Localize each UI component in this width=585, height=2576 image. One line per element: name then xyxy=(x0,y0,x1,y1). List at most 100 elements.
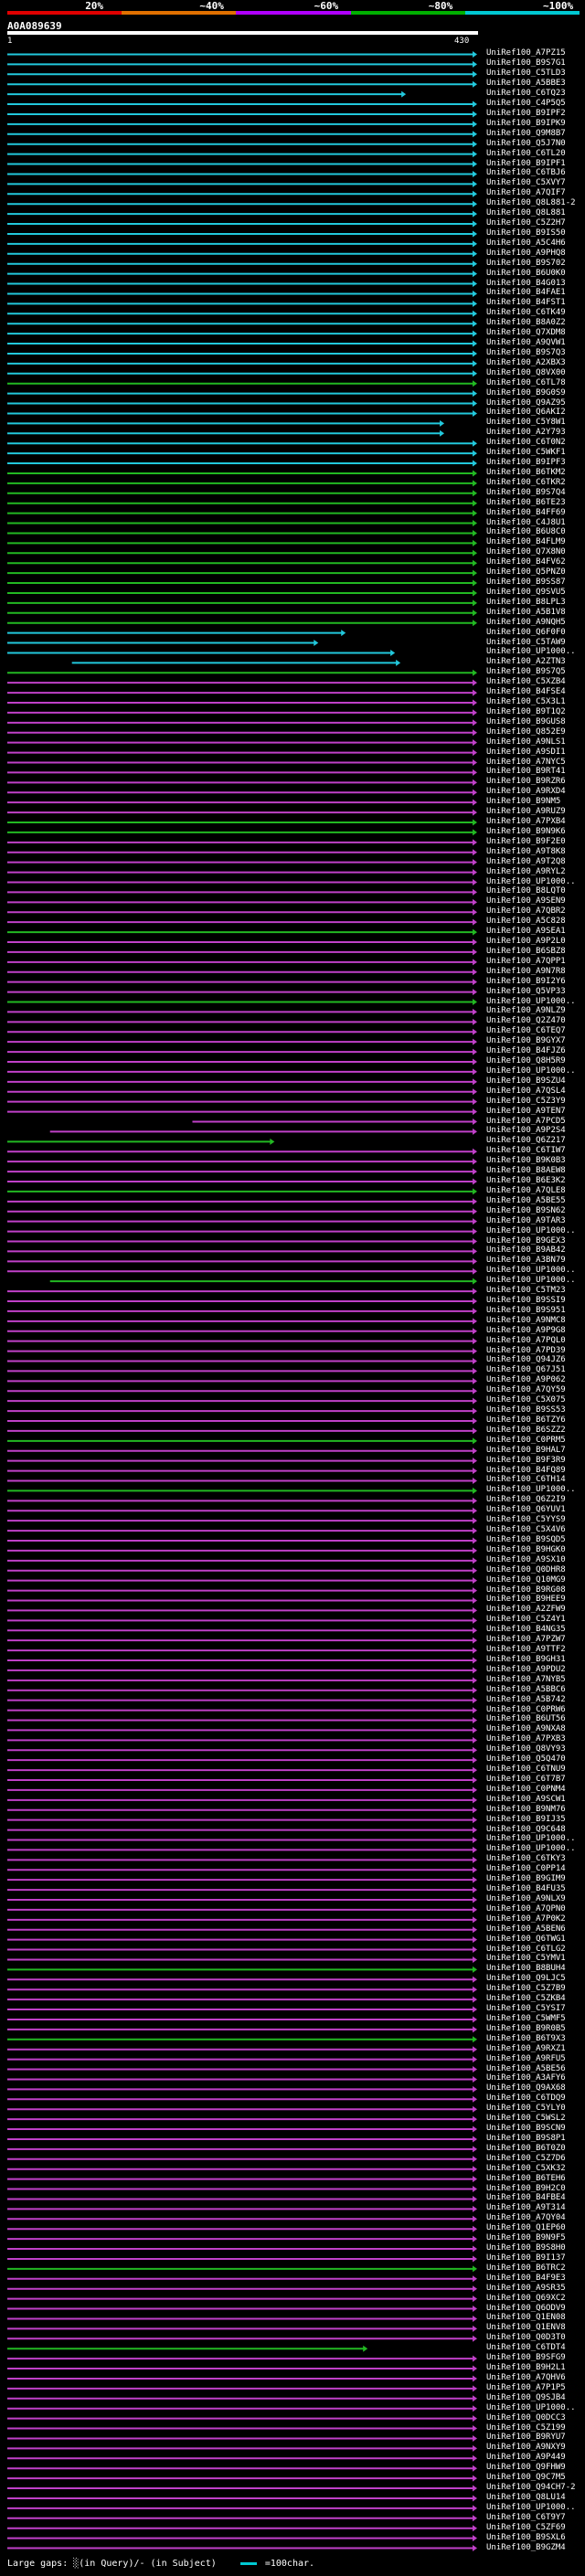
hit-label[interactable]: UniRef100_C5Z199 xyxy=(486,2422,566,2433)
hit-label[interactable]: UniRef100_C5Z4Y1 xyxy=(486,1615,566,1625)
hit-label[interactable]: UniRef100_C6TKY3 xyxy=(486,1854,566,1864)
hit-label[interactable]: UniRef100_Q5PNZ0 xyxy=(486,567,566,578)
hit-label[interactable]: UniRef100_B9GYX7 xyxy=(486,1036,566,1046)
hit-label[interactable]: UniRef100_A9P449 xyxy=(486,2453,566,2463)
hit-label[interactable]: UniRef100_B4FU35 xyxy=(486,1884,566,1894)
hit-label[interactable]: UniRef100_Q6AKI2 xyxy=(486,408,566,418)
hit-label[interactable]: UniRef100_UP1000.. xyxy=(486,876,576,886)
hit-label[interactable]: UniRef100_A9RFU5 xyxy=(486,2053,566,2063)
hit-label[interactable]: UniRef100_C5ZF69 xyxy=(486,2522,566,2532)
hit-label[interactable]: UniRef100_Q1EP60 xyxy=(486,2223,566,2233)
hit-label[interactable]: UniRef100_C0PRW6 xyxy=(486,1704,566,1714)
hit-label[interactable]: UniRef100_A7NYC5 xyxy=(486,757,566,767)
hit-label[interactable]: UniRef100_C6TQ23 xyxy=(486,89,566,99)
hit-label[interactable]: UniRef100_A7QLE8 xyxy=(486,1185,566,1195)
hit-label[interactable]: UniRef100_Q8LU14 xyxy=(486,2492,566,2502)
hit-label[interactable]: UniRef100_B6UT56 xyxy=(486,1714,566,1724)
hit-label[interactable]: UniRef100_C6TH14 xyxy=(486,1475,566,1485)
hit-label[interactable]: UniRef100_B9G0S9 xyxy=(486,387,566,398)
hit-label[interactable]: UniRef100_B6U0K0 xyxy=(486,268,566,278)
hit-label[interactable]: UniRef100_B9GH31 xyxy=(486,1654,566,1664)
hit-label[interactable]: UniRef100_B9SS87 xyxy=(486,578,566,588)
hit-label[interactable]: UniRef100_C6TLG2 xyxy=(486,1944,566,1954)
hit-label[interactable]: UniRef100_A7QPN0 xyxy=(486,1903,566,1913)
hit-label[interactable]: UniRef100_A5C4H6 xyxy=(486,238,566,248)
hit-label[interactable]: UniRef100_C5WKF1 xyxy=(486,448,566,458)
hit-label[interactable]: UniRef100_A9T8K8 xyxy=(486,846,566,856)
hit-label[interactable]: UniRef100_B9NM5 xyxy=(486,797,561,807)
hit-label[interactable]: UniRef100_A7QHV6 xyxy=(486,2372,566,2382)
hit-label[interactable]: UniRef100_C5TAW9 xyxy=(486,637,566,647)
hit-label[interactable]: UniRef100_B4NG35 xyxy=(486,1625,566,1635)
hit-label[interactable]: UniRef100_UP1000.. xyxy=(486,1065,576,1076)
hit-label[interactable]: UniRef100_A9RYL2 xyxy=(486,866,566,876)
hit-label[interactable]: UniRef100_B4G013 xyxy=(486,278,566,288)
hit-label[interactable]: UniRef100_Q9SJB4 xyxy=(486,2392,566,2402)
hit-label[interactable]: UniRef100_B4FSE4 xyxy=(486,687,566,697)
hit-label[interactable]: UniRef100_B9IPF3 xyxy=(486,458,566,468)
hit-label[interactable]: UniRef100_A3BN79 xyxy=(486,1256,566,1266)
hit-label[interactable]: UniRef100_A9SCW1 xyxy=(486,1794,566,1804)
hit-label[interactable]: UniRef100_A7PXB4 xyxy=(486,817,566,827)
hit-label[interactable]: UniRef100_Q9AZ95 xyxy=(486,398,566,408)
hit-label[interactable]: UniRef100_C5YMV1 xyxy=(486,1954,566,1964)
hit-label[interactable]: UniRef100_A7PXB3 xyxy=(486,1734,566,1744)
hit-label[interactable]: UniRef100_B4FV62 xyxy=(486,557,566,567)
hit-label[interactable]: UniRef100_C5Z3Y9 xyxy=(486,1096,566,1106)
hit-label[interactable]: UniRef100_B6SZZ2 xyxy=(486,1425,566,1435)
hit-label[interactable]: UniRef100_B6SBZ8 xyxy=(486,946,566,956)
hit-label[interactable]: UniRef100_UP1000.. xyxy=(486,647,576,657)
hit-label[interactable]: UniRef100_Q9M8B7 xyxy=(486,128,566,138)
hit-label[interactable]: UniRef100_Q0D3T0 xyxy=(486,2333,566,2343)
hit-label[interactable]: UniRef100_B9GEX3 xyxy=(486,1235,566,1246)
hit-label[interactable]: UniRef100_A9QVW1 xyxy=(486,338,566,348)
hit-label[interactable]: UniRef100_B9GIM9 xyxy=(486,1874,566,1884)
hit-label[interactable]: UniRef100_Q9C648 xyxy=(486,1824,566,1834)
hit-label[interactable]: UniRef100_C5Z2H7 xyxy=(486,218,566,228)
hit-label[interactable]: UniRef100_B9IPF1 xyxy=(486,158,566,168)
hit-label[interactable]: UniRef100_Q9LJC5 xyxy=(486,1974,566,1984)
hit-label[interactable]: UniRef100_B9T1Q2 xyxy=(486,706,566,716)
hit-label[interactable]: UniRef100_C0PRM5 xyxy=(486,1435,566,1445)
hit-label[interactable]: UniRef100_A5BE56 xyxy=(486,2063,566,2073)
hit-label[interactable]: UniRef100_A9SEN9 xyxy=(486,896,566,906)
hit-label[interactable]: UniRef100_A9SR35 xyxy=(486,2283,566,2293)
hit-label[interactable]: UniRef100_B6TEH6 xyxy=(486,2173,566,2183)
hit-label[interactable]: UniRef100_B8BUH4 xyxy=(486,1964,566,1974)
hit-label[interactable]: UniRef100_Q6ODV9 xyxy=(486,2303,566,2313)
hit-label[interactable]: UniRef100_B8AEW8 xyxy=(486,1166,566,1176)
hit-label[interactable]: UniRef100_C6T9Y7 xyxy=(486,2512,566,2522)
hit-label[interactable]: UniRef100_Q8L881-2 xyxy=(486,198,576,208)
hit-label[interactable]: UniRef100_C6TEQ7 xyxy=(486,1026,566,1036)
hit-label[interactable]: UniRef100_B9RT41 xyxy=(486,767,566,777)
hit-label[interactable]: UniRef100_A5B742 xyxy=(486,1694,566,1704)
hit-label[interactable]: UniRef100_B9SFG9 xyxy=(486,2353,566,2363)
hit-label[interactable]: UniRef100_B9K0B3 xyxy=(486,1156,566,1166)
hit-label[interactable]: UniRef100_UP1000.. xyxy=(486,1276,576,1286)
hit-label[interactable]: UniRef100_A2Y793 xyxy=(486,428,566,438)
hit-label[interactable]: UniRef100_B9F3R9 xyxy=(486,1455,566,1465)
hit-label[interactable]: UniRef100_B9RYU7 xyxy=(486,2433,566,2443)
hit-label[interactable]: UniRef100_B9IPF2 xyxy=(486,108,566,118)
hit-label[interactable]: UniRef100_A9T314 xyxy=(486,2203,566,2213)
hit-label[interactable]: UniRef100_B9RG08 xyxy=(486,1585,566,1595)
hit-label[interactable]: UniRef100_C5TM23 xyxy=(486,1286,566,1296)
hit-label[interactable]: UniRef100_A9TAR3 xyxy=(486,1215,566,1225)
hit-label[interactable]: UniRef100_Q94CH7-2 xyxy=(486,2483,576,2493)
hit-label[interactable]: UniRef100_C6TNU9 xyxy=(486,1765,566,1775)
hit-label[interactable]: UniRef100_B4FJZ6 xyxy=(486,1046,566,1056)
hit-label[interactable]: UniRef100_B9I2Y6 xyxy=(486,976,566,986)
hit-label[interactable]: UniRef100_B6U8C0 xyxy=(486,527,566,537)
hit-label[interactable]: UniRef100_B9S7Q4 xyxy=(486,487,566,497)
hit-label[interactable]: UniRef100_A9TEN7 xyxy=(486,1106,566,1116)
hit-label[interactable]: UniRef100_A7PZW7 xyxy=(486,1635,566,1645)
hit-label[interactable]: UniRef100_C6T7B7 xyxy=(486,1774,566,1784)
hit-label[interactable]: UniRef100_B9SXL6 xyxy=(486,2532,566,2542)
hit-label[interactable]: UniRef100_Q1ENV8 xyxy=(486,2323,566,2333)
hit-label[interactable]: UniRef100_A9SEA1 xyxy=(486,927,566,937)
hit-label[interactable]: UniRef100_Q6YUV1 xyxy=(486,1505,566,1515)
hit-label[interactable]: UniRef100_Q6Z217 xyxy=(486,1136,566,1146)
hit-label[interactable]: UniRef100_A9P062 xyxy=(486,1375,566,1385)
hit-label[interactable]: UniRef100_C5WMF5 xyxy=(486,2013,566,2023)
hit-label[interactable]: UniRef100_C6TBJ6 xyxy=(486,168,566,178)
